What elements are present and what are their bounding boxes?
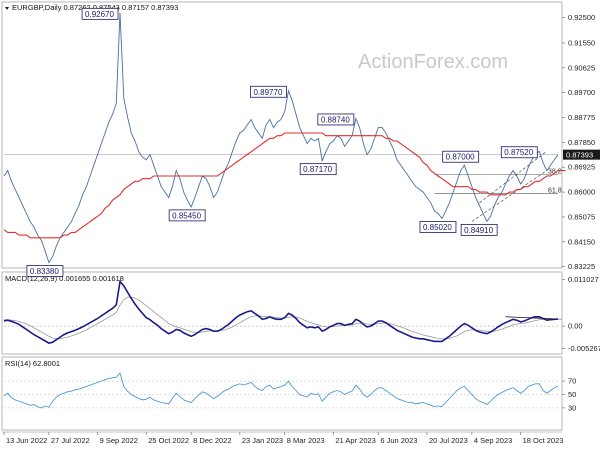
x-tick-label: 13 Jun 2022 (6, 436, 47, 445)
rsi-series-line (3, 372, 559, 409)
x-tick-label: 21 Apr 2023 (335, 436, 375, 445)
price-y-tick-label: 0.85075 (568, 212, 595, 221)
price-callout-label: 0.85020 (423, 223, 452, 232)
macd-series-group: 0.011027 0.00 -0.005267 (3, 275, 600, 353)
price-callout-box (299, 163, 337, 176)
price-y-tick-label: 0.88775 (568, 113, 595, 122)
macd-panel-frame (1, 271, 563, 355)
x-tick-label: 8 Dec 2022 (193, 436, 231, 445)
price-callout-label: 0.87520 (504, 148, 533, 157)
price-callout-box (26, 265, 64, 277)
x-tick-label: 23 Jan 2023 (242, 436, 283, 445)
x-tick-label: 25 Oct 2022 (148, 436, 189, 445)
x-tick-label: 18 Oct 2023 (523, 436, 564, 445)
price-series-group (3, 12, 566, 264)
price-callout-box (317, 113, 355, 126)
price-callout-label: 0.88740 (321, 115, 350, 124)
watermark-text: ActionForex.com (358, 51, 508, 73)
channel-upper-line (479, 151, 547, 204)
x-tick-label: 8 Mar 2023 (287, 436, 325, 445)
price-y-tick-label: 0.86000 (568, 188, 595, 197)
macd-y-tick-label: 0.011027 (568, 275, 599, 284)
rsi-y-tick-label: 50 (568, 390, 576, 399)
x-tick-label: 20 Jul 2023 (429, 436, 468, 445)
price-callout-label: 0.85450 (172, 211, 201, 220)
x-tick-label: 4 Sep 2023 (474, 436, 512, 445)
price-panel-frame (1, 1, 563, 269)
price-callout-box (81, 7, 119, 20)
price-callout-box (168, 209, 206, 222)
x-axis-labels: 13 Jun 2022 27 Jul 2022 9 Sep 2022 25 Oct 2… (3, 432, 564, 445)
macd-divergence-line (505, 316, 555, 320)
macd-panel-title: MACD(12,26,9) 0.001655 0.001618 (5, 274, 124, 283)
rsi-y-tick-label: 70 (568, 377, 576, 386)
fib-level-label: 61.8 (548, 187, 562, 194)
price-annotations: 0.92670 0.89770 0.88740 0.87170 0.87000 0.875… (26, 7, 538, 277)
macd-y-tick-label: 0.00 (568, 322, 583, 331)
price-panel-title-text: EURGBP,Daily 0.87262 0.87543 0.87157 0.8… (12, 3, 178, 12)
x-tick-label: 27 Jul 2022 (51, 436, 90, 445)
fib-level-label: 38.2 (548, 169, 562, 176)
rsi-series-group: 70 50 30 (3, 372, 576, 412)
price-y-tick-label: 0.86925 (568, 163, 595, 172)
price-y-tick-label: 0.83225 (568, 262, 595, 271)
channel-lower-line (471, 170, 547, 222)
price-panel-title: EURGBP,Daily 0.87262 0.87543 0.87157 0.8… (5, 3, 178, 12)
price-callout-label: 0.87170 (303, 165, 332, 174)
price-callout-box (419, 221, 457, 233)
rsi-panel-frame (1, 356, 563, 431)
price-y-axis: 0.92500 0.91550 0.90625 0.89700 0.88775 0.878… (4, 13, 600, 271)
price-y-tick-label: 0.91550 (568, 38, 595, 47)
price-y-tick-label: 0.92500 (568, 13, 595, 22)
macd-series-macd (3, 279, 559, 344)
price-callout-box (460, 223, 498, 236)
price-callout-label: 0.83380 (30, 267, 59, 276)
x-tick-label: 6 Jun 2023 (380, 436, 417, 445)
price-y-tick-label: 0.87850 (568, 138, 595, 147)
price-y-tick-label: 0.84150 (568, 237, 595, 246)
rsi-y-tick-label: 30 (568, 403, 576, 412)
price-callout-label: 0.89770 (253, 88, 282, 97)
macd-y-tick-label: -0.005267 (568, 344, 600, 353)
price-series-sma (3, 132, 566, 239)
price-callout-label: 0.92670 (85, 10, 114, 19)
price-callout-label: 0.87000 (446, 153, 475, 162)
rsi-panel-title: RSI(14) 62.8001 (5, 359, 60, 368)
price-callout-label: 0.84910 (464, 226, 493, 235)
price-series-price (3, 12, 559, 264)
x-tick-label: 9 Sep 2022 (100, 436, 138, 445)
current-price-badge (563, 149, 600, 160)
price-callout-box (442, 150, 480, 163)
price-callout-box (250, 85, 287, 98)
current-price-label: 0.87393 (566, 151, 593, 160)
price-callout-box (500, 146, 538, 159)
price-y-tick-label: 0.89700 (568, 88, 595, 97)
price-y-tick-label: 0.90625 (568, 63, 595, 72)
panel-collapse-icon (5, 7, 9, 10)
